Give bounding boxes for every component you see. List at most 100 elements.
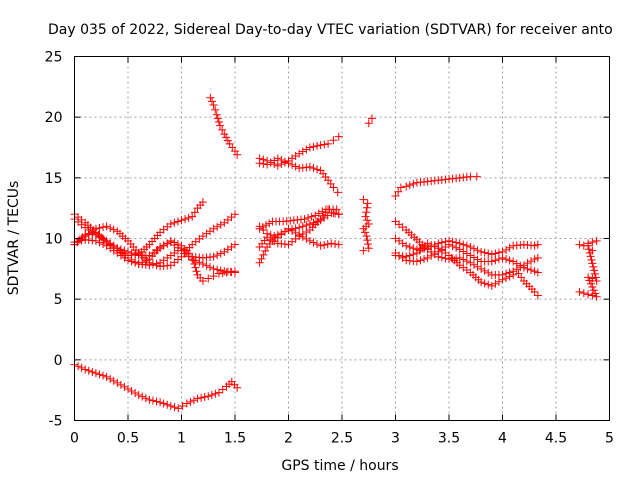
data-point-marker [359, 195, 368, 204]
data-point-marker [127, 249, 136, 258]
data-point-marker [367, 114, 376, 123]
data-point-marker [261, 246, 270, 255]
data-point-marker [584, 241, 593, 250]
data-point-marker [163, 239, 172, 248]
data-point-marker [320, 240, 329, 249]
data-point-marker [231, 210, 239, 219]
data-point-marker [284, 159, 293, 168]
data-point-marker [480, 279, 489, 288]
data-point-marker [124, 253, 132, 262]
data-point-marker [209, 224, 218, 233]
data-point-marker [302, 145, 311, 154]
data-point-marker [584, 273, 593, 282]
data-point-marker [223, 136, 232, 145]
data-point-marker [216, 249, 225, 258]
data-point-marker [190, 208, 199, 217]
data-point-marker [131, 250, 140, 259]
y-tick-label: 25 [45, 50, 63, 66]
x-tick-label: 4.5 [545, 431, 567, 447]
data-point-marker [258, 222, 267, 231]
data-point-marker [530, 241, 539, 250]
data-point-marker [81, 365, 90, 374]
data-point-marker [280, 157, 289, 166]
y-tick-label: 20 [45, 110, 63, 126]
data-point-marker [255, 258, 264, 267]
data-point-marker [498, 253, 507, 262]
data-point-marker [362, 203, 371, 212]
data-point-marker [211, 105, 220, 114]
data-point-marker [331, 239, 340, 248]
data-point-marker [505, 272, 514, 281]
data-point-marker [591, 273, 600, 282]
data-point-marker [333, 188, 342, 197]
series-track-i [255, 154, 342, 197]
data-point-marker [362, 208, 371, 217]
data-point-marker [309, 218, 318, 227]
data-point-marker [127, 255, 136, 264]
data-point-marker [516, 261, 525, 270]
data-point-marker [391, 192, 400, 201]
data-point-marker [255, 159, 264, 168]
data-point-marker [214, 118, 223, 127]
x-tick-label: 1 [177, 431, 186, 447]
data-point-marker [505, 256, 514, 265]
data-point-marker [359, 246, 368, 255]
data-point-marker [191, 256, 200, 265]
data-point-marker [202, 261, 211, 270]
data-point-marker [257, 254, 266, 263]
data-point-marker [231, 147, 239, 156]
data-point-marker [519, 263, 528, 272]
x-tick-label: 0 [70, 431, 79, 447]
y-tick-label: 5 [54, 292, 63, 308]
x-tick-label: 2.5 [331, 431, 353, 447]
data-point-marker [191, 263, 200, 272]
data-point-marker [527, 257, 536, 266]
data-point-marker [491, 256, 500, 265]
data-point-marker [298, 230, 307, 239]
data-point-marker [291, 162, 300, 171]
data-point-marker [197, 393, 206, 402]
data-point-marker [109, 242, 118, 251]
data-point-marker [498, 275, 507, 284]
data-point-marker [159, 241, 168, 250]
data-point-marker [363, 199, 372, 208]
data-point-marker [316, 141, 325, 150]
data-point-marker [211, 389, 220, 398]
data-point-marker [494, 277, 503, 286]
data-point-marker [120, 382, 129, 391]
data-point-marker [530, 287, 539, 296]
series-track-m [255, 205, 341, 233]
data-point-marker [302, 228, 311, 237]
data-point-marker [159, 399, 168, 408]
data-point-marker [163, 400, 172, 409]
data-point-marker [277, 156, 286, 165]
data-point-marker [218, 125, 227, 134]
data-point-marker [273, 161, 282, 170]
data-point-marker [209, 101, 218, 110]
data-point-marker [170, 218, 179, 227]
data-point-marker [588, 274, 597, 283]
data-point-marker [265, 219, 274, 228]
data-point-marker [588, 246, 597, 255]
data-point-marker [152, 259, 161, 268]
data-point-marker [220, 130, 229, 139]
data-point-marker [409, 250, 418, 259]
series-track-o [391, 172, 481, 201]
data-point-marker [207, 391, 216, 400]
series-track-f [70, 215, 239, 277]
x-tick-label: 3 [391, 431, 400, 447]
data-point-marker [575, 287, 584, 296]
data-point-marker [295, 149, 304, 158]
data-point-marker [91, 369, 100, 378]
data-point-marker [469, 260, 478, 269]
data-point-marker [213, 251, 222, 260]
data-point-marker [592, 236, 601, 245]
data-point-marker [364, 244, 373, 253]
data-point-marker [302, 234, 311, 243]
y-axis: -5 0 5 10 15 20 25 [45, 50, 610, 430]
data-point-marker [305, 236, 314, 245]
data-point-marker [394, 187, 403, 196]
data-point-marker [209, 264, 218, 273]
data-point-marker [131, 257, 140, 266]
data-point-marker [430, 249, 439, 258]
